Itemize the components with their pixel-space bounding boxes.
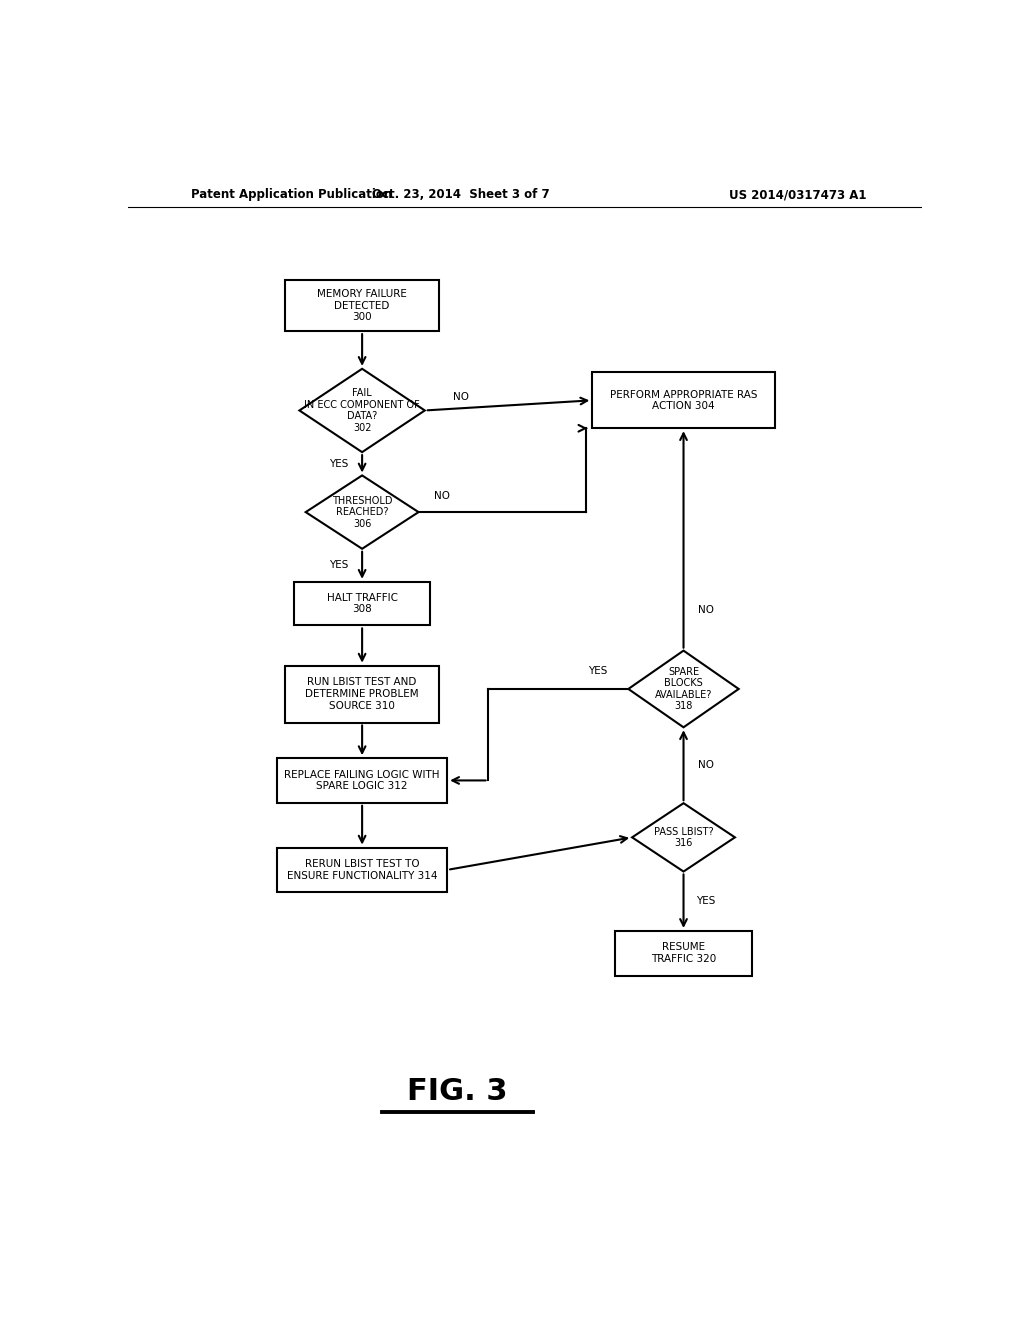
Text: THRESHOLD
REACHED?
306: THRESHOLD REACHED? 306 <box>332 495 392 529</box>
Polygon shape <box>299 368 425 453</box>
Text: US 2014/0317473 A1: US 2014/0317473 A1 <box>728 189 866 202</box>
Text: PASS LBIST?
316: PASS LBIST? 316 <box>653 826 714 849</box>
Polygon shape <box>306 475 419 549</box>
Text: NO: NO <box>697 760 714 771</box>
Text: HALT TRAFFIC
308: HALT TRAFFIC 308 <box>327 593 397 614</box>
Text: PERFORM APPROPRIATE RAS
ACTION 304: PERFORM APPROPRIATE RAS ACTION 304 <box>609 389 758 411</box>
Text: FIG. 3: FIG. 3 <box>408 1077 508 1106</box>
Text: FAIL
IN ECC COMPONENT OF
DATA?
302: FAIL IN ECC COMPONENT OF DATA? 302 <box>304 388 420 433</box>
Text: YES: YES <box>696 896 716 907</box>
Text: MEMORY FAILURE
DETECTED
300: MEMORY FAILURE DETECTED 300 <box>317 289 408 322</box>
Polygon shape <box>632 803 735 871</box>
Text: REPLACE FAILING LOGIC WITH
SPARE LOGIC 312: REPLACE FAILING LOGIC WITH SPARE LOGIC 3… <box>285 770 440 791</box>
FancyBboxPatch shape <box>278 847 447 892</box>
Text: SPARE
BLOCKS
AVAILABLE?
318: SPARE BLOCKS AVAILABLE? 318 <box>654 667 713 711</box>
Text: YES: YES <box>589 665 608 676</box>
FancyBboxPatch shape <box>615 931 752 975</box>
FancyBboxPatch shape <box>294 582 430 626</box>
Text: NO: NO <box>453 392 469 403</box>
FancyBboxPatch shape <box>285 280 439 331</box>
Text: NO: NO <box>434 491 451 500</box>
Polygon shape <box>629 651 738 727</box>
FancyBboxPatch shape <box>278 758 447 803</box>
Text: Oct. 23, 2014  Sheet 3 of 7: Oct. 23, 2014 Sheet 3 of 7 <box>373 189 550 202</box>
Text: Patent Application Publication: Patent Application Publication <box>191 189 393 202</box>
Text: YES: YES <box>329 560 348 570</box>
FancyBboxPatch shape <box>592 372 775 428</box>
Text: NO: NO <box>697 605 714 615</box>
Text: RUN LBIST TEST AND
DETERMINE PROBLEM
SOURCE 310: RUN LBIST TEST AND DETERMINE PROBLEM SOU… <box>305 677 419 710</box>
Text: YES: YES <box>329 459 348 469</box>
Text: RERUN LBIST TEST TO
ENSURE FUNCTIONALITY 314: RERUN LBIST TEST TO ENSURE FUNCTIONALITY… <box>287 859 437 880</box>
FancyBboxPatch shape <box>285 665 439 722</box>
Text: RESUME
TRAFFIC 320: RESUME TRAFFIC 320 <box>651 942 716 964</box>
